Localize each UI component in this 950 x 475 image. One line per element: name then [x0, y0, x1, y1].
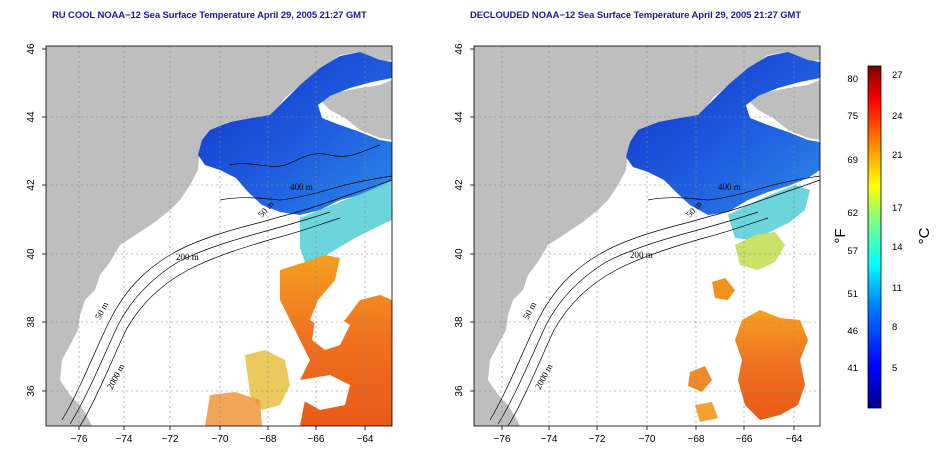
lat-tick-label: 40: [454, 248, 465, 260]
celsius-label: 8: [892, 322, 897, 333]
map-frame: [45, 45, 393, 427]
warm-water-patch: [712, 278, 735, 300]
cloud-cover: [312, 315, 350, 350]
cold-water-region: [626, 52, 820, 215]
cloud-cover: [300, 375, 350, 410]
fahrenheit-label: 75: [847, 111, 858, 122]
grid-lines: [46, 46, 392, 426]
warm-water-patch: [245, 350, 290, 410]
land-mass: [46, 46, 392, 426]
lat-tick-label: 42: [26, 179, 37, 191]
map-panel-left: 400 m 50 m 200 m 50 m 2000 m −76 −74: [26, 43, 393, 445]
lat-tick-label: 42: [454, 179, 465, 191]
lon-tick-label: −72: [589, 434, 606, 445]
land-nova-scotia: [748, 80, 820, 140]
lat-tick-label: 46: [454, 43, 465, 55]
land-nova-scotia: [320, 80, 392, 140]
lon-tick-label: −76: [71, 434, 88, 445]
lat-tick-label: 36: [26, 385, 37, 397]
colorbar-gradient: [867, 65, 882, 409]
celsius-label: 14: [892, 242, 903, 253]
warm-water-patch: [688, 366, 712, 392]
lat-tick-label: 44: [454, 111, 465, 123]
fahrenheit-label: 57: [847, 246, 858, 257]
lon-tick-label: −72: [162, 434, 179, 445]
axis-ticks: [470, 48, 795, 430]
panel-title-right: DECLOUDED NOAA−12 Sea Surface Temperatur…: [470, 10, 802, 21]
lat-tick-label: 44: [26, 111, 37, 123]
lon-tick-label: −74: [116, 434, 133, 445]
bathymetry-contours: [489, 175, 821, 427]
fahrenheit-label: 62: [847, 208, 858, 219]
warm-water-patch: [695, 402, 718, 422]
lat-tick-label: 46: [26, 43, 37, 55]
contour-label: 400 m: [718, 182, 741, 192]
shelf-water-region: [728, 185, 810, 240]
lon-tick-label: −74: [541, 434, 558, 445]
celsius-unit-label: °C: [916, 227, 933, 244]
celsius-label: 24: [892, 111, 903, 122]
lon-tick-label: −68: [260, 434, 277, 445]
shelf-water-region: [300, 180, 392, 262]
contour-label: 200 m: [630, 250, 653, 260]
lon-tick-label: −64: [357, 434, 374, 445]
bathymetry-contours: [61, 144, 393, 427]
lon-tick-label: −66: [736, 434, 753, 445]
fahrenheit-label: 51: [847, 289, 858, 300]
fahrenheit-unit-label: °F: [832, 228, 849, 243]
lon-tick-label: −76: [494, 434, 511, 445]
lat-tick-label: 40: [26, 248, 37, 260]
panel-title-left: RU COOL NOAA−12 Sea Surface Temperature …: [52, 10, 367, 21]
shelf-water-region: [735, 232, 785, 270]
lon-tick-label: −70: [212, 434, 229, 445]
celsius-label: 27: [892, 70, 903, 81]
fahrenheit-label: 46: [847, 326, 858, 337]
lat-tick-label: 38: [26, 316, 37, 328]
warm-water-patch: [205, 392, 262, 426]
lon-tick-label: −64: [786, 434, 803, 445]
contour-label: 200 m: [176, 252, 199, 262]
celsius-label: 11: [892, 283, 902, 294]
lat-tick-label: 38: [454, 316, 465, 328]
lon-tick-label: −70: [639, 434, 656, 445]
axis-ticks: [42, 48, 366, 430]
warm-water-region: [735, 310, 808, 420]
lon-tick-label: −68: [688, 434, 705, 445]
celsius-label: 5: [892, 363, 897, 374]
celsius-label: 21: [892, 150, 903, 161]
fahrenheit-label: 69: [847, 155, 858, 166]
contour-label: 400 m: [290, 182, 313, 192]
fahrenheit-label: 80: [847, 74, 858, 85]
lat-tick-label: 36: [454, 385, 465, 397]
cold-water-region: [198, 52, 392, 215]
temperature-colorbar: 80 75 69 62 57 51 46 41 27 24 21 17 14 1…: [832, 65, 933, 409]
celsius-label: 17: [892, 203, 903, 214]
grid-lines: [474, 46, 820, 426]
fahrenheit-label: 41: [847, 363, 858, 374]
lon-tick-label: −66: [308, 434, 325, 445]
land-mass: [474, 46, 820, 426]
map-panel-right: 400 m 50 m 200 m 50 m 2000 m −76 −74 −72…: [454, 43, 821, 445]
